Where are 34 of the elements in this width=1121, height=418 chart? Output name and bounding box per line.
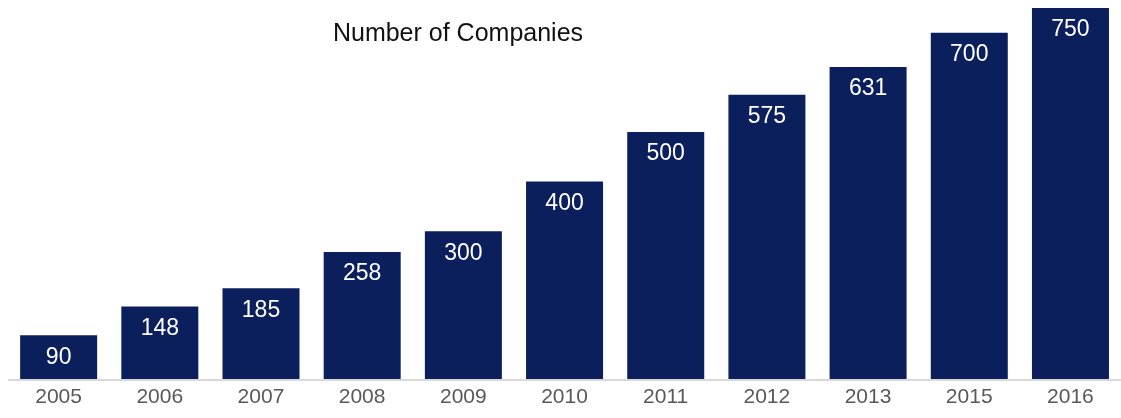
data-label: 631 (848, 74, 888, 101)
bar (121, 306, 199, 380)
bar (323, 252, 401, 380)
x-tick-label: 2016 (1047, 383, 1094, 407)
bar (1031, 8, 1109, 380)
bar (20, 335, 98, 380)
bar (222, 288, 300, 380)
x-tick-label: 2015 (945, 383, 993, 407)
data-label: 400 (545, 188, 584, 215)
bar (829, 67, 907, 380)
bar (728, 94, 806, 380)
data-label: 750 (1051, 15, 1090, 42)
x-tick-label: 2011 (643, 383, 689, 407)
x-tick-label: 2006 (136, 383, 184, 407)
x-tick-label: 2007 (237, 383, 285, 407)
bar (526, 181, 604, 380)
x-tick-label: 2009 (439, 383, 487, 407)
data-label: 700 (950, 40, 989, 67)
data-label: 500 (646, 139, 685, 166)
data-label: 90 (45, 342, 72, 369)
x-tick-label: 2008 (338, 383, 386, 407)
data-label: 258 (343, 259, 382, 286)
data-label: 575 (747, 102, 787, 129)
bar (424, 231, 502, 380)
bar (627, 132, 705, 380)
data-label: 148 (140, 313, 180, 340)
x-tick-label: 2013 (844, 383, 892, 407)
data-label: 300 (444, 238, 483, 265)
x-tick-label: 2005 (35, 383, 82, 407)
chart-title: Number of Companies (331, 18, 585, 47)
bar (930, 32, 1008, 380)
x-tick-label: 2012 (743, 383, 791, 407)
x-tick-label: 2010 (541, 383, 588, 407)
data-label: 185 (241, 295, 281, 322)
